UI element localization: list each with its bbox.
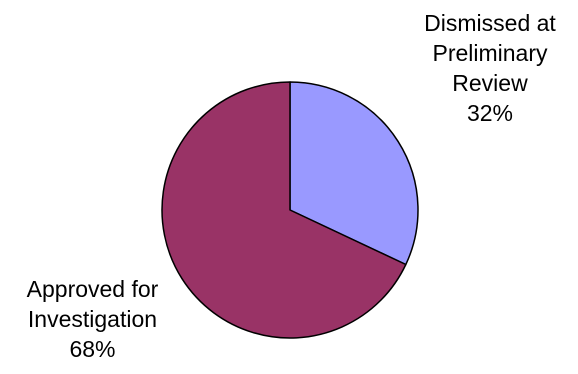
slice-label-line: Investigation <box>27 306 158 332</box>
pie-slice-dismissed <box>289 81 419 266</box>
slice-percent: 68% <box>69 336 116 362</box>
slice-label-line: Dismissed at <box>424 10 556 36</box>
slice-label-line: Approved for <box>26 276 159 302</box>
slice-label-dismissed: Dismissed at Preliminary Review 32% <box>395 8 578 128</box>
slice-label-approved: Approved for Investigation 68% <box>0 274 185 364</box>
pie-slices <box>161 81 419 339</box>
slice-percent: 32% <box>466 100 514 126</box>
slice-label-line: Review <box>452 70 528 96</box>
slice-label-line: Preliminary <box>432 40 548 66</box>
pie-slice-approved <box>161 81 407 339</box>
